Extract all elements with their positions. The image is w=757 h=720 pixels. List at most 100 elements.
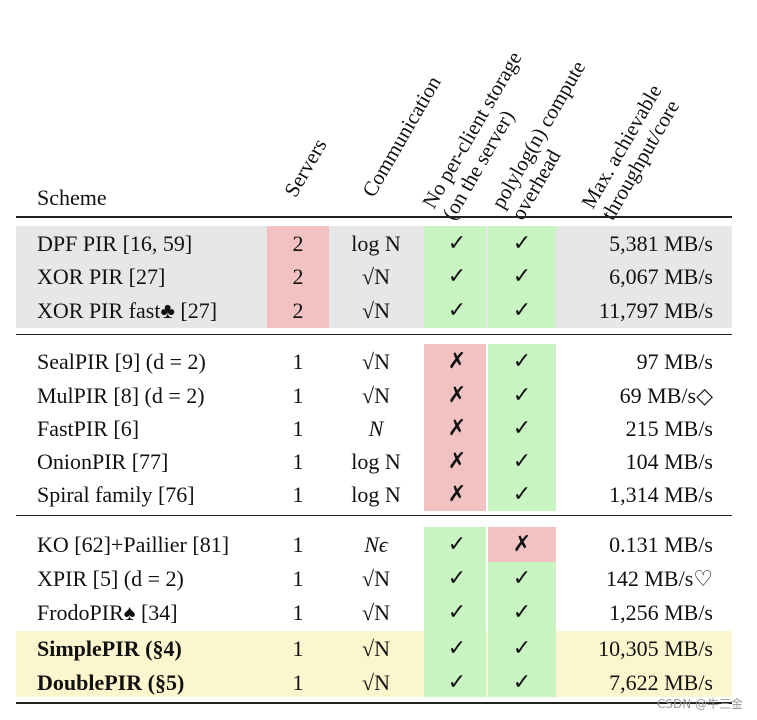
polylog-mark: ✓: [512, 349, 532, 374]
throughput-value: 1,256 MB/s: [609, 600, 713, 625]
table-row: SimplePIR (§4) 1 √N ✓ ✓ 10,305 MB/s: [0, 632, 757, 665]
servers-value: 2: [292, 264, 304, 289]
polylog-mark: ✓: [512, 600, 532, 625]
throughput-value: 104 MB/s: [625, 449, 713, 474]
table-row: DoublePIR (§5) 1 √N ✓ ✓ 7,622 MB/s: [0, 666, 757, 699]
table-row: SealPIR [9] (d = 2) 1 √N ✗ ✓ 97 MB/s: [0, 345, 757, 378]
bottom-rule: [16, 702, 732, 704]
storage-mark: ✓: [447, 298, 467, 323]
storage-mark: ✓: [447, 264, 467, 289]
servers-value: 1: [292, 636, 304, 661]
scheme-name: FrodoPIR♠ [34]: [37, 600, 178, 625]
storage-mark: ✗: [447, 383, 467, 408]
top-rule: [16, 216, 732, 218]
polylog-highlight-g1: [488, 226, 556, 328]
storage-mark: ✓: [447, 636, 467, 661]
storage-mark: ✓: [447, 231, 467, 256]
polylog-mark: ✓: [512, 383, 532, 408]
header-scheme: Scheme: [37, 185, 107, 210]
polylog-highlight-g2: [488, 344, 556, 511]
communication-value: √N: [362, 349, 390, 374]
table-row: MulPIR [8] (d = 2) 1 √N ✗ ✓ 69 MB/s◇: [0, 379, 757, 412]
polylog-mark: ✓: [512, 566, 532, 591]
scheme-name: FastPIR [6]: [37, 416, 140, 441]
polylog-highlight-ko: [488, 527, 556, 562]
table-row: DPF PIR [16, 59] 2 log N ✓ ✓ 5,381 MB/s: [0, 227, 757, 260]
storage-mark: ✓: [447, 670, 467, 695]
throughput-value: 215 MB/s: [625, 416, 713, 441]
scheme-name: SimplePIR (§4): [37, 636, 182, 661]
scheme-name: XOR PIR fast♣ [27]: [37, 298, 218, 323]
watermark: CSDN @牛三金: [656, 697, 743, 711]
polylog-highlight-g3: [488, 562, 556, 697]
servers-value: 1: [292, 482, 304, 507]
communication-value: √N: [362, 636, 390, 661]
servers-value: 2: [292, 231, 304, 256]
throughput-value: 7,622 MB/s: [609, 670, 713, 695]
throughput-value: 97 MB/s: [636, 349, 713, 374]
communication-value: √N: [362, 298, 390, 323]
communication-value: log N: [351, 449, 401, 474]
servers-value: 1: [292, 449, 304, 474]
mid-rule-2: [16, 515, 732, 516]
throughput-value: 1,314 MB/s: [609, 482, 713, 507]
polylog-mark: ✓: [512, 670, 532, 695]
polylog-mark: ✓: [512, 449, 532, 474]
storage-highlight-g2: [424, 344, 486, 511]
polylog-mark: ✓: [512, 264, 532, 289]
scheme-name: XOR PIR [27]: [37, 264, 166, 289]
communication-value: N: [368, 416, 384, 441]
table-row: KO [62]+Paillier [81] 1 Nϵ ✓ ✗ 0.131 MB/…: [0, 528, 757, 561]
communication-value: Nϵ: [364, 532, 388, 557]
throughput-value: 10,305 MB/s: [598, 636, 713, 661]
table-row: Spiral family [76] 1 log N ✗ ✓ 1,314 MB/…: [0, 478, 757, 511]
scheme-name: SealPIR [9] (d = 2): [37, 349, 206, 374]
servers-value: 2: [292, 298, 304, 323]
servers-value: 1: [292, 532, 304, 557]
throughput-value: 5,381 MB/s: [609, 231, 713, 256]
storage-highlight-g1: [424, 226, 486, 328]
table-row: XOR PIR [27] 2 √N ✓ ✓ 6,067 MB/s: [0, 260, 757, 293]
scheme-name: DoublePIR (§5): [37, 670, 185, 695]
polylog-mark: ✓: [512, 636, 532, 661]
storage-mark: ✓: [447, 532, 467, 557]
servers-highlight: [267, 226, 329, 328]
table-row: XOR PIR fast♣ [27] 2 √N ✓ ✓ 11,797 MB/s: [0, 294, 757, 327]
communication-value: log N: [351, 482, 401, 507]
throughput-value: 0.131 MB/s: [609, 532, 713, 557]
servers-value: 1: [292, 600, 304, 625]
storage-mark: ✗: [447, 349, 467, 374]
servers-value: 1: [292, 349, 304, 374]
band-two-server: [16, 226, 732, 328]
throughput-value: 142 MB/s♡: [605, 566, 713, 591]
polylog-mark: ✓: [512, 231, 532, 256]
scheme-name: Spiral family [76]: [37, 482, 195, 507]
communication-value: √N: [362, 600, 390, 625]
scheme-name: KO [62]+Paillier [81]: [37, 532, 230, 557]
communication-value: √N: [362, 383, 390, 408]
polylog-mark: ✗: [512, 532, 532, 557]
table-row: OnionPIR [77] 1 log N ✗ ✓ 104 MB/s: [0, 445, 757, 478]
communication-value: log N: [351, 231, 401, 256]
scheme-name: MulPIR [8] (d = 2): [37, 383, 205, 408]
throughput-value: 69 MB/s◇: [619, 383, 713, 408]
storage-mark: ✗: [447, 416, 467, 441]
storage-highlight-g3: [424, 527, 486, 697]
table-row: XPIR [5] (d = 2) 1 √N ✓ ✓ 142 MB/s♡: [0, 562, 757, 595]
scheme-name: XPIR [5] (d = 2): [37, 566, 184, 591]
storage-mark: ✓: [447, 600, 467, 625]
scheme-name: DPF PIR [16, 59]: [37, 231, 193, 256]
mid-rule-1: [16, 334, 732, 335]
storage-mark: ✓: [447, 566, 467, 591]
servers-value: 1: [292, 416, 304, 441]
servers-value: 1: [292, 383, 304, 408]
throughput-value: 11,797 MB/s: [598, 298, 713, 323]
communication-value: √N: [362, 264, 390, 289]
table-row: FrodoPIR♠ [34] 1 √N ✓ ✓ 1,256 MB/s: [0, 596, 757, 629]
scheme-name: OnionPIR [77]: [37, 449, 169, 474]
polylog-mark: ✓: [512, 482, 532, 507]
communication-value: √N: [362, 670, 390, 695]
storage-mark: ✗: [447, 449, 467, 474]
communication-value: √N: [362, 566, 390, 591]
servers-value: 1: [292, 670, 304, 695]
